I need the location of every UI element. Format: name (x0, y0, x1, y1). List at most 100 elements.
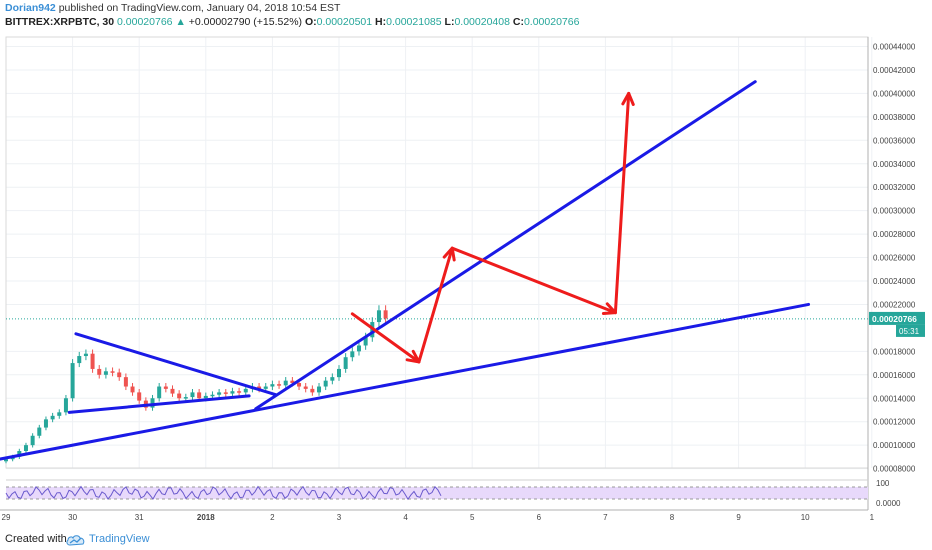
time-tick-label: 3 (337, 513, 342, 522)
created-with-text: Created with (5, 533, 67, 545)
time-tick-label: 29 (2, 513, 11, 522)
price-tick-label: 0.00016000 (873, 371, 916, 380)
tradingview-cloud-icon[interactable] (66, 533, 86, 547)
candle-body (163, 386, 168, 389)
candle-body (117, 372, 122, 378)
candle-body (157, 386, 162, 399)
chart-background (0, 0, 932, 530)
trendline[interactable] (74, 332, 278, 397)
chart-area[interactable]: 100 0.0000 0.00044000 0.00042000 0.00040000… (0, 0, 932, 530)
candle-body (350, 351, 355, 358)
candle-body (63, 398, 68, 413)
candle-body (383, 310, 388, 319)
open-value: 0.00020501 (316, 16, 373, 28)
price-tick-label: 0.00030000 (873, 207, 916, 216)
candle-body (130, 386, 135, 393)
candle-body (297, 383, 302, 387)
price-tick-label: 0.00038000 (873, 113, 916, 122)
last-price: 0.00020766 (117, 16, 173, 28)
time-tick-label: 1 (870, 513, 875, 522)
price-tick-label: 0.00012000 (873, 418, 916, 427)
author-link[interactable]: Dorian942 (5, 2, 56, 14)
price-tick-label: 0.00014000 (873, 394, 916, 403)
price-tag-box (869, 311, 925, 325)
candle-body (317, 386, 322, 393)
candle-body (83, 353, 88, 357)
candle-body (270, 384, 275, 387)
symbol-interval[interactable]: BITTREX:XRPBTC, 30 (5, 16, 115, 28)
time-tick-label: 7 (603, 513, 608, 522)
time-tick-label: 2 (270, 513, 275, 522)
price-tick-label: 0.00042000 (873, 66, 916, 75)
price-tick-label: 0.00040000 (873, 89, 916, 98)
price-tick-label: 0.00028000 (873, 230, 916, 239)
price-tick-label: 0.00018000 (873, 347, 916, 356)
price-tick-label: 0.00044000 (873, 43, 916, 52)
price-axis[interactable]: 0.00044000 0.00042000 0.00040000 0.00038000… (873, 43, 916, 474)
low-value: 0.00020408 (454, 16, 510, 28)
price-tick-label: 0.00010000 (873, 441, 916, 450)
candle-body (90, 353, 95, 369)
price-tick-label: 0.00008000 (873, 465, 916, 474)
price-tick-label: 0.00034000 (873, 160, 916, 169)
rsi-label-100: 100 (876, 479, 890, 488)
candle-body (337, 368, 341, 378)
symbol-line: BITTREX:XRPBTC, 30 0.00020766 ▲ +0.00002… (5, 16, 579, 28)
time-tick-label: 9 (736, 513, 741, 522)
price-tick-label: 0.00036000 (873, 136, 916, 145)
candle-body (203, 395, 208, 399)
price-tick-label: 0.00022000 (873, 300, 916, 309)
candle-body (37, 427, 42, 436)
candle-body (277, 384, 282, 386)
candle-body (223, 392, 228, 394)
candle-body (123, 377, 128, 387)
chart-svg[interactable]: 100 0.0000 0.00044000 0.00042000 0.00040000… (0, 0, 932, 530)
candle-body (230, 391, 235, 394)
time-tick-label: 31 (135, 513, 144, 522)
arrow-head (621, 91, 635, 107)
arrow-shaft[interactable] (450, 246, 617, 315)
arrow-shaft[interactable] (350, 312, 421, 364)
candle-body (363, 337, 368, 346)
low-label: L: (444, 16, 455, 28)
chart-header: Dorian942 published on TradingView.com, … (0, 0, 932, 30)
candle-body (4, 459, 8, 462)
candle-body (197, 392, 202, 399)
candle-body (110, 371, 115, 373)
candle-body (70, 363, 75, 399)
open-label: O: (304, 16, 317, 28)
up-arrow-icon: ▲ (175, 16, 186, 28)
candle-body (103, 371, 108, 375)
countdown-box (896, 324, 925, 337)
candle-body (30, 435, 35, 446)
time-tick-label: 10 (801, 513, 810, 522)
arrow-shaft[interactable] (613, 91, 631, 315)
arrow-shaft[interactable] (417, 246, 454, 364)
candle-body (150, 398, 155, 408)
trendline[interactable] (254, 80, 757, 411)
close-value: 0.00020766 (523, 16, 580, 28)
candle-body (97, 368, 102, 375)
price-tag-value: 0.00020766 (872, 314, 917, 324)
rsi-label-0: 0.0000 (876, 499, 901, 508)
high-value: 0.00021085 (386, 16, 442, 28)
candle-body (303, 386, 308, 389)
rsi-pane: 100 0.0000 (5, 479, 901, 508)
trendline[interactable] (67, 394, 251, 414)
countdown-value: 05:31 (899, 327, 920, 336)
candle-body (177, 393, 182, 399)
candle-body (257, 386, 262, 389)
candle-body (43, 419, 48, 428)
candle-body (283, 380, 288, 386)
price-tick-label: 0.00024000 (873, 277, 916, 286)
candle-body (243, 388, 248, 393)
candle-body (376, 310, 381, 323)
trendline[interactable] (0, 302, 811, 461)
tradingview-brand[interactable]: TradingView (89, 533, 150, 545)
candle-body (263, 386, 268, 389)
time-axis[interactable]: 29 30 31 2018 2 3 4 5 6 7 8 9 10 1 (0, 509, 875, 522)
candle-body (170, 388, 175, 394)
candle-body (137, 392, 142, 401)
time-tick-label: 4 (403, 513, 408, 522)
candle-body (210, 394, 215, 397)
